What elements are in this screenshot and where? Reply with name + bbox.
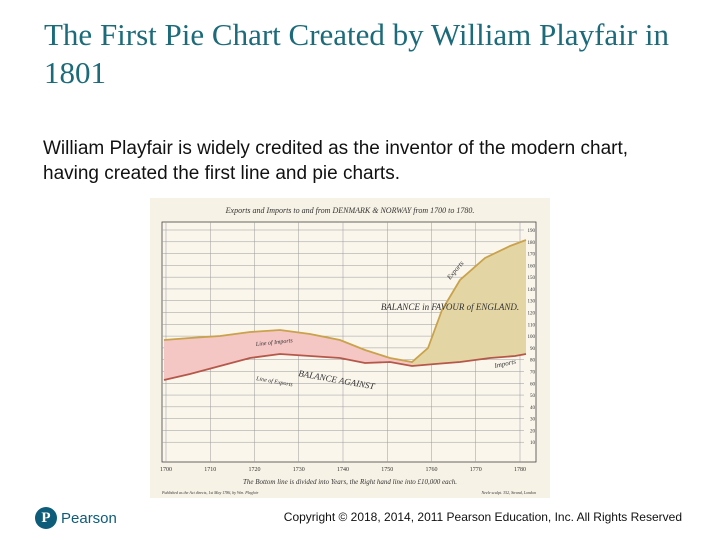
pearson-logo: P Pearson	[35, 506, 117, 530]
y-tick-label: 10	[530, 441, 536, 446]
slide-title: The First Pie Chart Created by William P…	[44, 17, 669, 90]
y-tick-label: 130	[528, 300, 536, 305]
y-tick-label: 180	[528, 241, 536, 246]
pearson-logo-text: Pearson	[61, 509, 117, 527]
y-tick-label: 60	[530, 382, 536, 387]
x-tick-label: 1740	[337, 467, 349, 473]
x-tick-label: 1720	[249, 467, 261, 473]
line-exports	[163, 239, 527, 363]
x-tick-label: 1730	[293, 467, 305, 473]
area-balance-in-favour	[412, 240, 526, 366]
label-balance-in-favour: BALANCE in FAVOUR of ENGLAND.	[381, 302, 519, 312]
x-axis-ticks: 1700 1710 1720 1730 1740 1750 1760 1770 1780	[160, 467, 526, 473]
y-tick-label: 20	[530, 429, 536, 434]
y-tick-label: 100	[528, 335, 536, 340]
y-axis-ticks: 10 20 30 40 50 60 70 80 90 100 110 120 130 140 150 160 1…	[528, 229, 536, 446]
y-tick-label: 170	[528, 253, 536, 258]
playfair-chart-figure: Exports and Imports to and from DENMARK …	[150, 198, 550, 498]
y-tick-label: 90	[530, 347, 536, 352]
y-tick-label: 40	[530, 406, 536, 411]
y-tick-label: 50	[530, 394, 536, 399]
chart-publisher-left: Published as the Act directs, 1st May 17…	[161, 490, 259, 496]
area-balance-against	[164, 330, 412, 380]
x-tick-label: 1710	[204, 467, 216, 473]
y-tick-label: 190	[528, 229, 536, 234]
chart-publisher-right: Neele sculpt. 352, Strand, London	[480, 490, 536, 496]
y-tick-label: 70	[530, 370, 536, 375]
chart-footer-note: The Bottom line is divided into Years, t…	[243, 478, 457, 486]
y-tick-label: 110	[528, 323, 536, 328]
pearson-logo-mark-icon: P	[35, 507, 57, 529]
x-tick-label: 1700	[160, 467, 172, 473]
x-tick-label: 1770	[470, 467, 482, 473]
x-tick-label: 1780	[514, 467, 526, 473]
chart-header: Exports and Imports to and from DENMARK …	[225, 206, 475, 215]
y-tick-label: 30	[530, 418, 536, 423]
label-imports-upper: Line of Imports	[254, 337, 293, 348]
y-tick-label: 150	[528, 276, 536, 281]
line-imports	[163, 353, 527, 381]
playfair-chart-svg: Exports and Imports to and from DENMARK …	[160, 206, 537, 496]
y-tick-label: 160	[528, 264, 536, 269]
y-tick-label: 140	[528, 288, 536, 293]
x-tick-label: 1750	[381, 467, 393, 473]
copyright-notice: Copyright © 2018, 2014, 2011 Pearson Edu…	[283, 510, 682, 524]
y-tick-label: 80	[530, 359, 536, 364]
x-tick-label: 1760	[426, 467, 438, 473]
y-tick-label: 120	[528, 312, 536, 317]
slide-body-text: William Playfair is widely credited as t…	[43, 138, 629, 184]
